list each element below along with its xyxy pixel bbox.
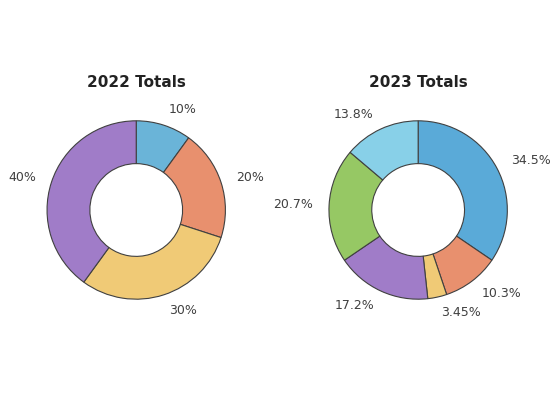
Wedge shape bbox=[84, 224, 221, 299]
Wedge shape bbox=[418, 121, 507, 260]
Wedge shape bbox=[329, 152, 383, 260]
Text: 34.5%: 34.5% bbox=[511, 154, 551, 167]
Text: 20.7%: 20.7% bbox=[273, 198, 313, 211]
Text: 17.2%: 17.2% bbox=[334, 299, 374, 312]
Text: 20%: 20% bbox=[236, 171, 264, 184]
Wedge shape bbox=[350, 121, 418, 180]
Title: 2022 Totals: 2022 Totals bbox=[87, 76, 186, 90]
Text: 13.8%: 13.8% bbox=[334, 108, 374, 121]
Wedge shape bbox=[344, 236, 428, 299]
Wedge shape bbox=[433, 236, 492, 294]
Text: 3.45%: 3.45% bbox=[441, 306, 480, 319]
Text: 40%: 40% bbox=[8, 171, 36, 184]
Text: 30%: 30% bbox=[169, 304, 197, 317]
Text: 10.3%: 10.3% bbox=[482, 287, 521, 300]
Wedge shape bbox=[136, 121, 189, 173]
Wedge shape bbox=[47, 121, 136, 282]
Wedge shape bbox=[423, 254, 447, 299]
Text: 10%: 10% bbox=[169, 103, 197, 116]
Title: 2023 Totals: 2023 Totals bbox=[369, 76, 468, 90]
Wedge shape bbox=[164, 138, 226, 238]
